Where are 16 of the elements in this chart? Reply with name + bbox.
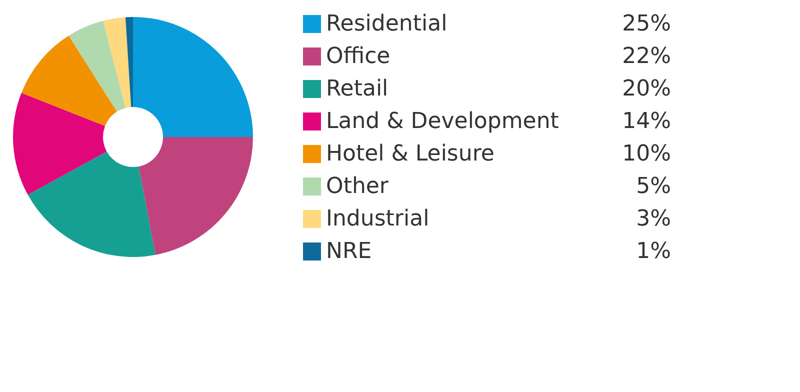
legend-label: Retail bbox=[326, 76, 388, 102]
legend-label: Office bbox=[326, 44, 390, 69]
legend-label: Other bbox=[326, 174, 390, 199]
legend-label: Hotel & Leisure bbox=[326, 142, 494, 166]
legend-label: Industrial bbox=[326, 206, 430, 232]
data-label: 10% bbox=[622, 142, 671, 166]
legend-label: Residential bbox=[326, 12, 448, 36]
data-label: 25% bbox=[622, 12, 671, 36]
legend-label: NRE bbox=[326, 239, 372, 264]
legend-label: Land & Development bbox=[326, 109, 560, 134]
data-label: 5% bbox=[636, 174, 671, 199]
data-label: 3% bbox=[636, 206, 671, 232]
data-label: 20% bbox=[622, 76, 671, 102]
data-label: 22% bbox=[622, 44, 671, 69]
data-label: 14% bbox=[622, 109, 671, 134]
data-label: 1% bbox=[636, 239, 671, 264]
